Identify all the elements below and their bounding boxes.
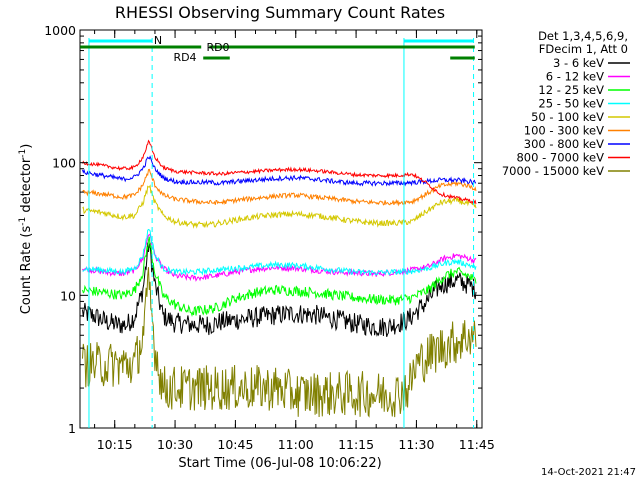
- rd0-bar-label: RD0: [206, 41, 229, 54]
- y-tick-label-3: 1: [68, 421, 76, 436]
- x-tick-label-1: 10:30: [157, 437, 193, 452]
- series-line-4: [82, 184, 477, 229]
- axis-ticks: 10:15 10:30 10:45 11:00 11:15 11:30 11:45 1000 1…: [44, 23, 495, 452]
- series-line-1: [82, 233, 477, 282]
- legend: Det 1,3,4,5,6,9, FDecim 1, Att 0 3 - 6 k…: [502, 29, 630, 178]
- x-tick-label-5: 11:30: [398, 437, 434, 452]
- rd4-bar-label: RD4: [173, 51, 196, 64]
- y-axis-label-main: Count Rate (s: [19, 226, 34, 315]
- legend-label-0: 3 - 6 keV: [553, 56, 604, 70]
- plot-frame: [79, 29, 483, 429]
- vertical-lines: [88, 38, 475, 428]
- series-line-5: [82, 168, 477, 207]
- x-tick-label-3: 11:00: [278, 437, 314, 452]
- legend-label-5: 100 - 300 keV: [524, 124, 604, 138]
- n-bar-label: N: [154, 34, 162, 47]
- y-tick-label-1: 100: [52, 156, 76, 171]
- footer-timestamp: 14-Oct-2021 21:47: [541, 467, 636, 478]
- x-tick-label-0: 10:15: [97, 437, 133, 452]
- series-line-8: [82, 267, 477, 418]
- legend-label-2: 12 - 25 keV: [538, 83, 604, 97]
- series-layer: [82, 139, 477, 418]
- series-line-6: [82, 155, 477, 187]
- status-bars: N RD0 RD4: [80, 34, 475, 64]
- y-axis-label-end: ): [19, 144, 34, 149]
- y-tick-label-0: 1000: [44, 23, 76, 38]
- y-axis-label-mid: detector: [19, 157, 34, 217]
- x-axis-label: Start Time (06-Jul-08 10:06:22): [178, 456, 381, 471]
- legend-label-3: 25 - 50 keV: [538, 97, 604, 111]
- x-tick-label-4: 11:15: [338, 437, 374, 452]
- y-axis-label-sup2: -1: [18, 149, 28, 158]
- y-axis-label: Count Rate (s-1 detector-1): [18, 144, 34, 315]
- legend-header-1: Det 1,3,4,5,6,9,: [538, 29, 628, 43]
- legend-label-4: 50 - 100 keV: [531, 110, 604, 124]
- legend-header-2: FDecim 1, Att 0: [539, 42, 628, 56]
- legend-label-6: 300 - 800 keV: [524, 137, 604, 151]
- legend-label-7: 800 - 7000 keV: [516, 151, 604, 165]
- x-tick-label-2: 10:45: [217, 437, 253, 452]
- y-tick-label-2: 10: [60, 288, 76, 303]
- legend-label-8: 7000 - 15000 keV: [502, 164, 604, 178]
- x-tick-label-6: 11:45: [459, 437, 495, 452]
- series-line-2: [82, 236, 477, 317]
- series-line-7: [82, 139, 477, 205]
- y-axis-label-sup1: -1: [18, 217, 28, 226]
- legend-label-1: 6 - 12 keV: [546, 70, 604, 84]
- chart-title: RHESSI Observing Summary Count Rates: [115, 3, 445, 22]
- series-line-3: [82, 228, 477, 276]
